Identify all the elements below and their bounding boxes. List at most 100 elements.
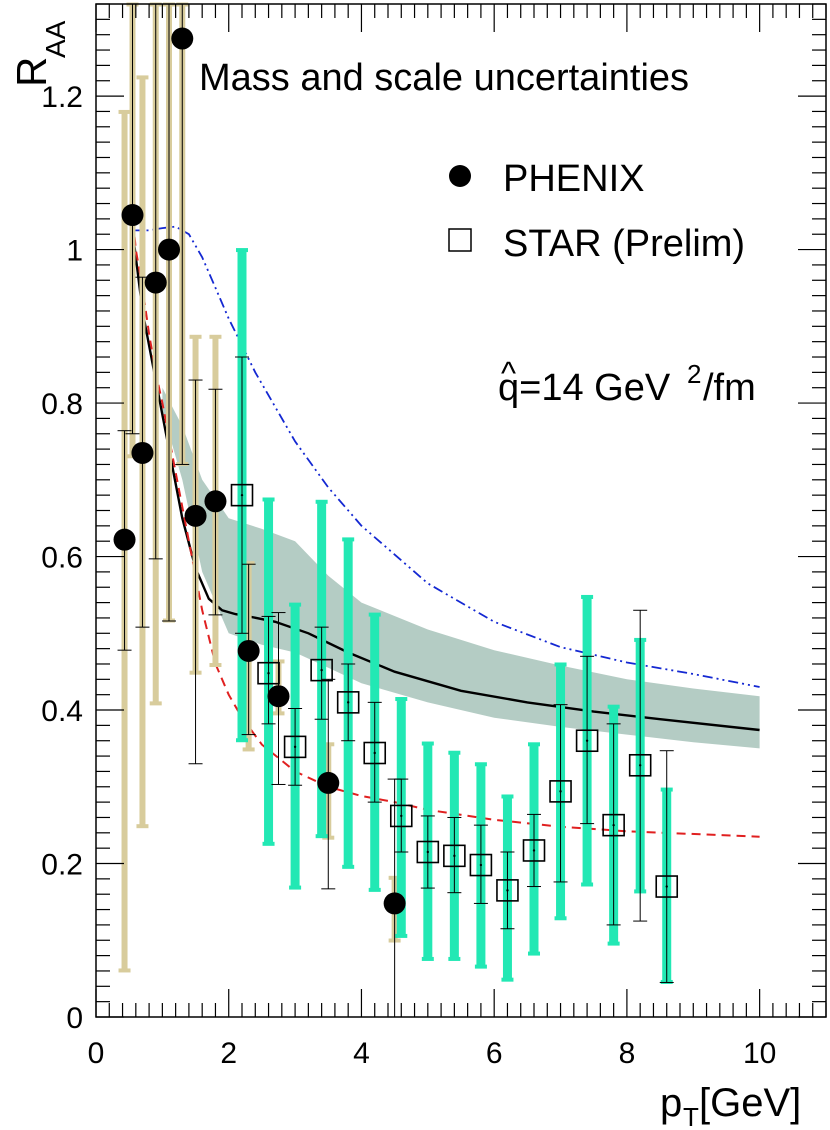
star-point-2 — [283, 735, 307, 759]
star-sys-bar-cap-lo-10 — [501, 977, 514, 982]
x-axis-title-rest: [GeV] — [699, 1081, 801, 1125]
star-point-12 — [549, 780, 572, 803]
phenix-point-11 — [383, 892, 406, 915]
star-point-center-2 — [293, 745, 297, 749]
phenix-point-7 — [204, 490, 227, 513]
legend-label-star: STAR (Prelim) — [503, 223, 745, 265]
x-tick-label-0: 0 — [88, 1037, 105, 1070]
x-tick-label-4: 8 — [619, 1037, 636, 1070]
phenix-point-1 — [121, 204, 144, 227]
star-sys-bar-cap-hi-5 — [368, 612, 381, 617]
y-tick-label-0: 0 — [66, 1002, 83, 1035]
star-sys-bar-cap-lo-13 — [581, 882, 594, 887]
x-axis-title: p T [GeV] — [660, 1081, 801, 1130]
star-sys-bar-cap-hi-7 — [421, 741, 434, 746]
phenix-sys-bar-cap-lo-2 — [136, 824, 149, 829]
star-sys-bar-cap-lo-6 — [395, 933, 408, 938]
star-point-5 — [363, 741, 387, 765]
star-point-3 — [310, 658, 333, 682]
star-sys-bar-cap-lo-0 — [236, 738, 248, 743]
phenix-sys-bar-cap-hi-0 — [118, 109, 131, 114]
star-point-7 — [416, 840, 440, 864]
star-sys-bar-cap-lo-12 — [554, 916, 567, 921]
star-point-center-11 — [532, 849, 536, 852]
phenix-point-0 — [113, 528, 136, 551]
star-sys-bar-cap-hi-2 — [289, 602, 302, 607]
qhat-hat: ^ — [501, 355, 516, 391]
x-tick-label-5: 10 — [743, 1037, 776, 1070]
x-axis-title-main: p — [660, 1081, 682, 1125]
curve-dashdot — [132, 225, 760, 688]
star-point-center-9 — [479, 863, 483, 867]
y-tick-label-2: 0.4 — [41, 695, 83, 728]
star-sys-bar-cap-hi-9 — [474, 762, 487, 767]
star-point-10 — [496, 879, 519, 902]
legend-label-phenix: PHENIX — [503, 158, 644, 200]
curve-dashed — [129, 191, 760, 838]
star-point-center-14 — [612, 823, 615, 827]
y-tick-label-4: 0.8 — [41, 388, 83, 421]
star-sys-bar-cap-hi-11 — [528, 742, 540, 747]
phenix-sys-bar-cap-lo-0 — [118, 968, 131, 973]
phenix-point-2 — [131, 441, 154, 464]
star-point-1 — [257, 661, 280, 685]
x-axis-title-sub: T — [683, 1102, 699, 1130]
star-point-11 — [522, 839, 546, 862]
phenix-sys-bar-cap-hi-2 — [136, 75, 149, 80]
phenix-point-5 — [171, 27, 194, 50]
phenix-sys-bar-cap-hi-8 — [242, 561, 255, 566]
legend: PHENIX STAR (Prelim) — [448, 158, 745, 265]
star-sys-bar-cap-lo-7 — [421, 956, 434, 961]
phenix-point-8 — [237, 639, 260, 662]
y-tick-label-1: 0.2 — [41, 849, 83, 882]
y-tick-label-6: 1.2 — [41, 81, 83, 114]
star-point-13 — [575, 729, 599, 753]
star-sys-bar-cap-lo-5 — [368, 887, 381, 892]
y-tick-label-5: 1 — [66, 235, 83, 268]
axes-layer: 0 2 4 6 8 10 0 0.2 0.4 0.6 0.8 1 1.2 — [41, 3, 827, 1070]
legend-marker-star — [448, 228, 472, 252]
phenix-sys-bar-cap-lo-7 — [209, 663, 222, 668]
star-point-16 — [655, 875, 679, 898]
star-point-center-0 — [240, 493, 244, 497]
star-point-center-3 — [320, 668, 323, 672]
star-point-0 — [230, 483, 254, 507]
star-sys-bar-cap-lo-8 — [448, 956, 461, 961]
phenix-sys-bar-cap-hi-7 — [209, 334, 222, 339]
uncertainty-band — [162, 387, 760, 749]
uncertainty-band-layer — [162, 387, 760, 749]
y-axis-title-main: R — [8, 57, 55, 87]
chart-title: Mass and scale uncertainties — [199, 57, 689, 99]
star-sys-bar-cap-hi-13 — [581, 594, 594, 599]
phenix-point-3 — [144, 271, 167, 294]
y-tick-label-3: 0.6 — [41, 542, 83, 575]
star-point-center-13 — [585, 739, 589, 742]
qhat-annotation: ^ q=14 GeV 2 /fm — [498, 355, 756, 409]
star-sys-bar-cap-hi-0 — [236, 248, 248, 253]
star-point-center-7 — [426, 850, 430, 854]
star-sys-bar-cap-hi-12 — [554, 662, 567, 667]
y-axis-title-sub: AA — [40, 20, 71, 58]
phenix-point-4 — [158, 238, 180, 261]
x-tick-label-3: 6 — [486, 1037, 503, 1070]
phenix-point-10 — [317, 771, 340, 794]
star-point-14 — [602, 813, 625, 837]
x-tick-label-2: 4 — [353, 1037, 370, 1070]
phenix-point-9 — [267, 685, 290, 708]
star-sys-bar-cap-hi-6 — [395, 697, 408, 702]
star-point-center-4 — [346, 701, 350, 704]
star-sys-bar-cap-hi-4 — [342, 537, 355, 542]
star-sys-bar-cap-hi-8 — [448, 750, 461, 755]
star-point-15 — [628, 753, 652, 777]
star-sys-bar-cap-hi-10 — [501, 794, 514, 799]
star-point-4 — [336, 691, 360, 714]
star-point-center-10 — [506, 889, 509, 892]
star-point-6 — [389, 804, 413, 828]
phenix-sys-bar-cap-lo-3 — [149, 701, 162, 706]
star-sys-bar-cap-hi-14 — [607, 704, 620, 709]
star-point-center-6 — [400, 814, 403, 818]
star-sys-bar-cap-lo-2 — [289, 885, 302, 890]
qhat-tail: /fm — [703, 367, 756, 409]
